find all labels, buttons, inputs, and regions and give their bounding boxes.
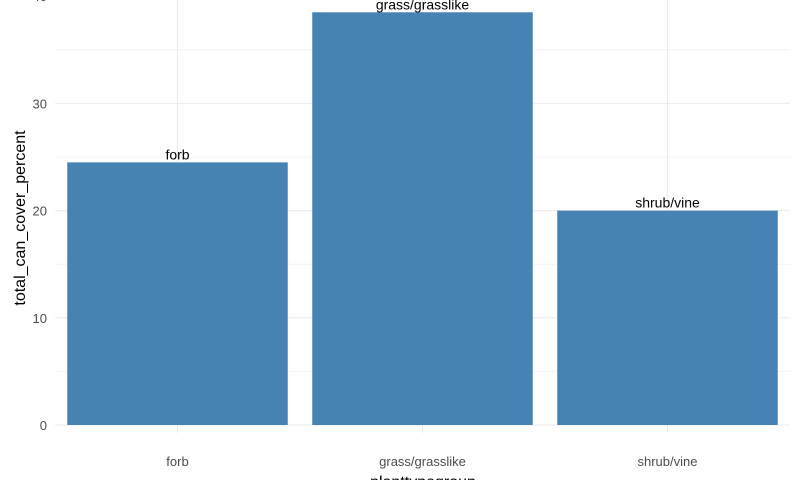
y-axis-ticks: 0 10 20 30 40 (33, 0, 47, 433)
x-axis-title: planttypegroup (370, 474, 476, 480)
y-tick-label: 40 (33, 0, 47, 4)
bar-value-label: grass/grasslike (376, 0, 470, 12)
bars (67, 12, 778, 426)
y-tick-label: 20 (33, 204, 47, 219)
y-tick-label: 10 (33, 311, 47, 326)
bar-grass-grasslike (312, 12, 533, 426)
x-tick-label: forb (166, 454, 188, 469)
bar-labels: forb grass/grasslike shrub/vine (165, 0, 700, 211)
x-tick-label: grass/grasslike (379, 454, 466, 469)
y-axis-title: total_can_cover_percent (12, 130, 29, 306)
bar-value-label: shrub/vine (635, 195, 700, 211)
x-axis-ticks: forb grass/grasslike shrub/vine (166, 454, 697, 469)
x-tick-label: shrub/vine (638, 454, 698, 469)
bar-shrub-vine (557, 210, 778, 425)
bar-forb (67, 162, 288, 426)
y-tick-label: 0 (40, 418, 47, 433)
y-tick-label: 30 (33, 96, 47, 111)
bar-value-label: forb (165, 146, 189, 162)
